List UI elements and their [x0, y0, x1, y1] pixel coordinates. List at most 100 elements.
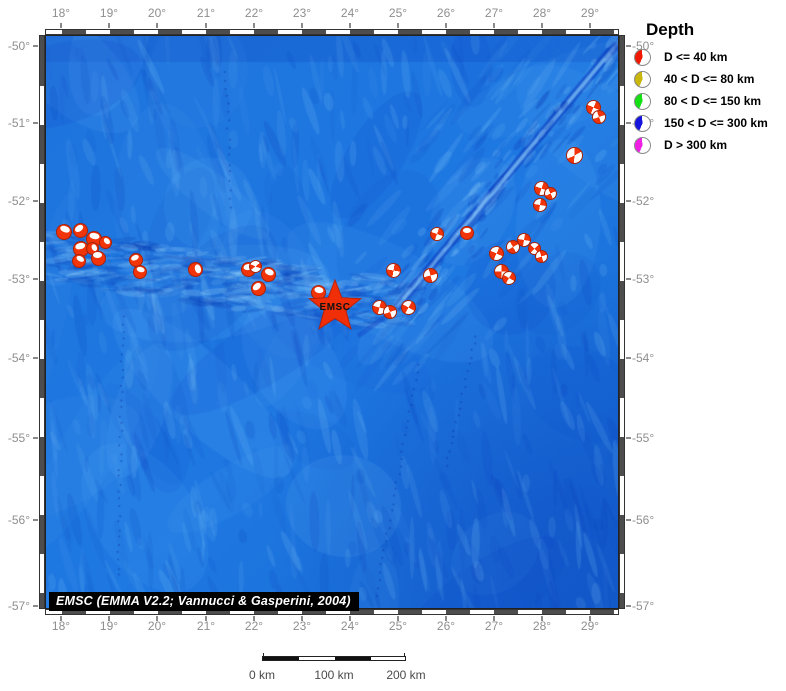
legend-item-label: D > 300 km: [664, 138, 728, 152]
lat-tick-right: [626, 200, 631, 202]
lon-label-top: 27°: [484, 6, 504, 20]
lat-label-right: -57°: [632, 599, 655, 613]
lat-label-right: -56°: [632, 513, 655, 527]
lon-label-top: 18°: [51, 6, 71, 20]
depth-legend: Depth D <= 40 km 40 < D <= 80 km 80 < D <=…: [634, 20, 768, 156]
legend-rows: D <= 40 km 40 < D <= 80 km 80 < D <= 150 k…: [634, 46, 768, 156]
legend-title: Depth: [646, 20, 695, 39]
lat-label-left: -51°: [7, 116, 30, 130]
legend-beachball-icon: [634, 70, 651, 88]
beachball-white-lobe: [59, 224, 71, 235]
attribution-bar: EMSC (EMMA V2.2; Vannucci & Gasperini, 2…: [49, 592, 359, 611]
lon-tick-bottom: [445, 616, 447, 621]
lat-tick-right: [626, 605, 631, 607]
lon-tick-top: [253, 23, 255, 28]
star-label: EMSC: [319, 302, 351, 313]
lon-tick-bottom: [205, 616, 207, 621]
lat-tick-left: [33, 200, 38, 202]
lon-tick-top: [60, 23, 62, 28]
legend-item: D > 300 km: [634, 134, 768, 156]
lon-label-top: 22°: [244, 6, 264, 20]
emsc-star-marker: EMSC: [307, 278, 363, 335]
lat-label-right: -53°: [632, 272, 655, 286]
legend-item: 80 < D <= 150 km: [634, 90, 768, 112]
lat-label-right: -54°: [632, 351, 655, 365]
lon-label-top: 26°: [436, 6, 456, 20]
lon-tick-top: [349, 23, 351, 28]
lon-label-bottom: 20°: [147, 619, 167, 633]
lon-label-bottom: 23°: [292, 619, 312, 633]
lat-label-left: -54°: [7, 351, 30, 365]
beachball-white-lobe: [93, 252, 103, 259]
lon-tick-bottom: [493, 616, 495, 621]
lon-tick-top: [445, 23, 447, 28]
lon-tick-top: [156, 23, 158, 28]
lon-label-bottom: 22°: [244, 619, 264, 633]
lon-tick-bottom: [301, 616, 303, 621]
focal-mechanism-beachball: [460, 226, 474, 240]
legend-item-label: 80 < D <= 150 km: [664, 94, 762, 108]
scale-bar-label: 0 km: [248, 668, 276, 682]
lon-tick-top: [205, 23, 207, 28]
scale-bar-left-tick: [263, 653, 264, 657]
lat-label-left: -53°: [7, 272, 30, 286]
beachball-white-lobe: [129, 253, 140, 263]
map-area: 18° 18° 19° 19° 20° 20° 21° 21° 22° 22° 23° 23° 24° 2…: [8, 6, 654, 633]
lon-tick-top: [301, 23, 303, 28]
lon-label-bottom: 29°: [580, 619, 600, 633]
lon-label-bottom: 18°: [51, 619, 71, 633]
legend-beachball-icon: [634, 48, 651, 66]
lat-tick-left: [33, 605, 38, 607]
lat-tick-left: [33, 278, 38, 280]
beachball-white-lobe: [250, 280, 262, 292]
lon-label-bottom: 25°: [388, 619, 408, 633]
legend-item-label: D <= 40 km: [664, 50, 728, 64]
lon-label-bottom: 19°: [99, 619, 119, 633]
lon-label-top: 25°: [388, 6, 408, 20]
legend-beachball-icon: [634, 92, 651, 110]
beachball-white-lobe: [88, 231, 100, 241]
lat-label-left: -52°: [7, 194, 30, 208]
lon-label-top: 21°: [196, 6, 216, 20]
scale-bar-right-tick: [404, 653, 405, 657]
lon-tick-top: [493, 23, 495, 28]
beachball-white-lobe: [135, 265, 146, 274]
beachball-white-lobe: [72, 222, 84, 233]
lon-label-top: 20°: [147, 6, 167, 20]
lon-tick-bottom: [349, 616, 351, 621]
lat-tick-right: [626, 278, 631, 280]
lon-tick-bottom: [541, 616, 543, 621]
lat-tick-left: [33, 519, 38, 521]
legend-item: 40 < D <= 80 km: [634, 68, 768, 90]
star-icon: [307, 278, 363, 330]
lon-label-top: 19°: [99, 6, 119, 20]
beachball-white-lobe: [193, 262, 202, 274]
lon-tick-bottom: [589, 616, 591, 621]
beachball-white-lobe: [75, 254, 86, 264]
lon-label-bottom: 24°: [340, 619, 360, 633]
lon-label-top: 29°: [580, 6, 600, 20]
focal-mechanism-beachball: [90, 250, 106, 266]
lon-label-bottom: 27°: [484, 619, 504, 633]
beachball-white-lobe: [74, 241, 86, 251]
lat-tick-left: [33, 357, 38, 359]
lat-tick-left: [33, 122, 38, 124]
lon-tick-bottom: [60, 616, 62, 621]
scale-bar-label: 100 km: [314, 668, 354, 682]
beachball-white-lobe: [263, 266, 275, 276]
legend-item-label: 150 < D <= 300 km: [664, 116, 768, 130]
scale-bar: [262, 653, 406, 661]
lon-tick-bottom: [253, 616, 255, 621]
lon-tick-bottom: [397, 616, 399, 621]
beachball-white-lobe: [101, 235, 112, 245]
lat-tick-left: [33, 45, 38, 47]
lat-label-right: -55°: [632, 431, 655, 445]
lon-label-bottom: 21°: [196, 619, 216, 633]
legend-beachball-icon: [634, 114, 651, 132]
legend-beachball-icon: [634, 136, 651, 154]
legend-item: D <= 40 km: [634, 46, 768, 68]
scale-bar-label: 200 km: [386, 668, 426, 682]
lon-label-top: 23°: [292, 6, 312, 20]
lon-label-top: 28°: [532, 6, 552, 20]
